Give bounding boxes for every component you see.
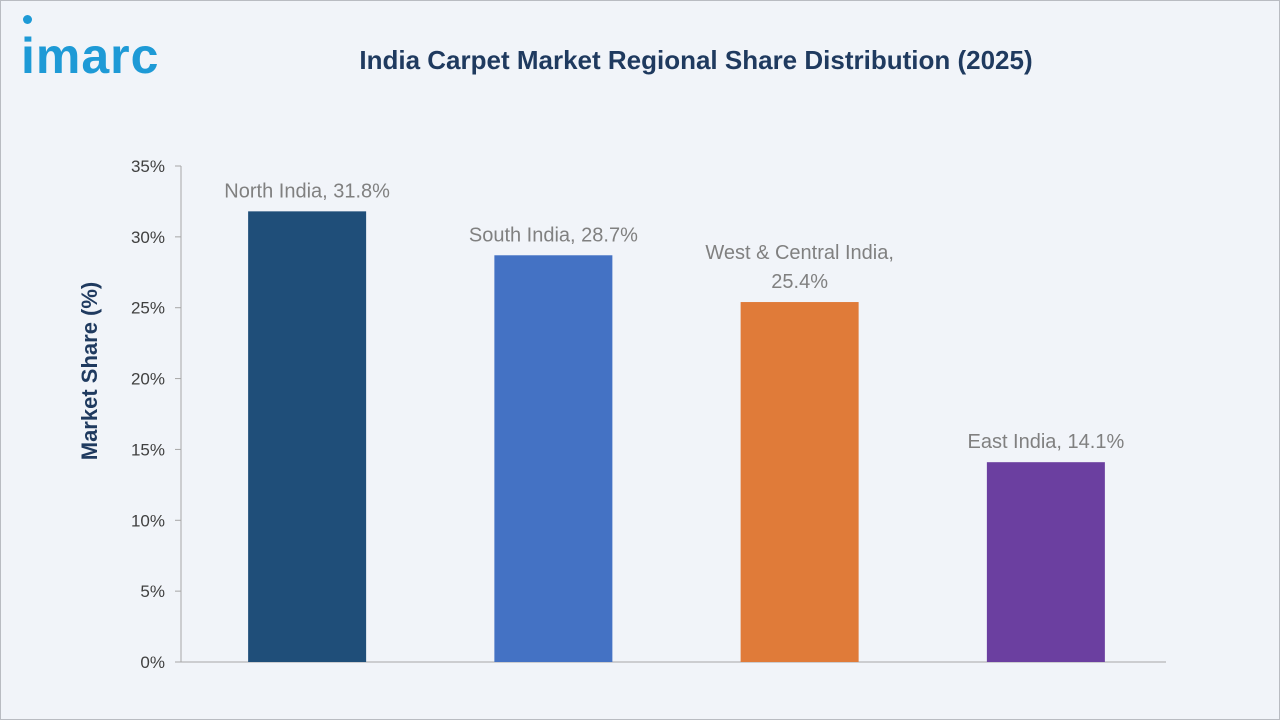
y-tick-label: 25% xyxy=(131,299,165,318)
bar-3 xyxy=(740,302,859,662)
logo-dot-icon xyxy=(23,15,32,24)
data-label: 25.4% xyxy=(771,271,828,293)
imarc-logo: imarc xyxy=(21,28,160,84)
chart-title: India Carpet Market Regional Share Distr… xyxy=(359,45,1033,75)
data-label: East India, 14.1% xyxy=(967,431,1124,453)
y-tick-label: 5% xyxy=(140,582,165,601)
data-label: West & Central India, xyxy=(705,242,894,264)
y-axis: 0% 5% 10% 15% 20% 25% 30% 35% xyxy=(131,157,182,672)
data-label: South India, 28.7% xyxy=(469,224,638,246)
bar-2 xyxy=(494,255,613,662)
y-tick-label: 20% xyxy=(131,370,165,389)
bars-group xyxy=(248,211,1105,662)
y-tick-label: 10% xyxy=(131,511,165,530)
bar-4 xyxy=(986,462,1105,662)
y-tick-label: 0% xyxy=(140,653,165,672)
y-tick-label: 35% xyxy=(131,157,165,176)
y-tick-label: 30% xyxy=(131,228,165,247)
y-tick-label: 15% xyxy=(131,440,165,459)
data-label: North India, 31.8% xyxy=(224,180,390,202)
data-labels-group: North India, 31.8% South India, 28.7% West… xyxy=(224,180,1124,453)
bar-1 xyxy=(248,211,367,662)
y-axis-title: Market Share (%) xyxy=(77,282,102,461)
